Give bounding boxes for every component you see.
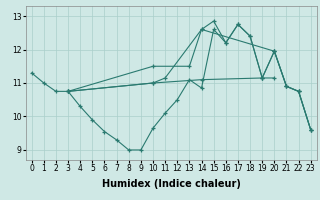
X-axis label: Humidex (Indice chaleur): Humidex (Indice chaleur): [102, 179, 241, 189]
